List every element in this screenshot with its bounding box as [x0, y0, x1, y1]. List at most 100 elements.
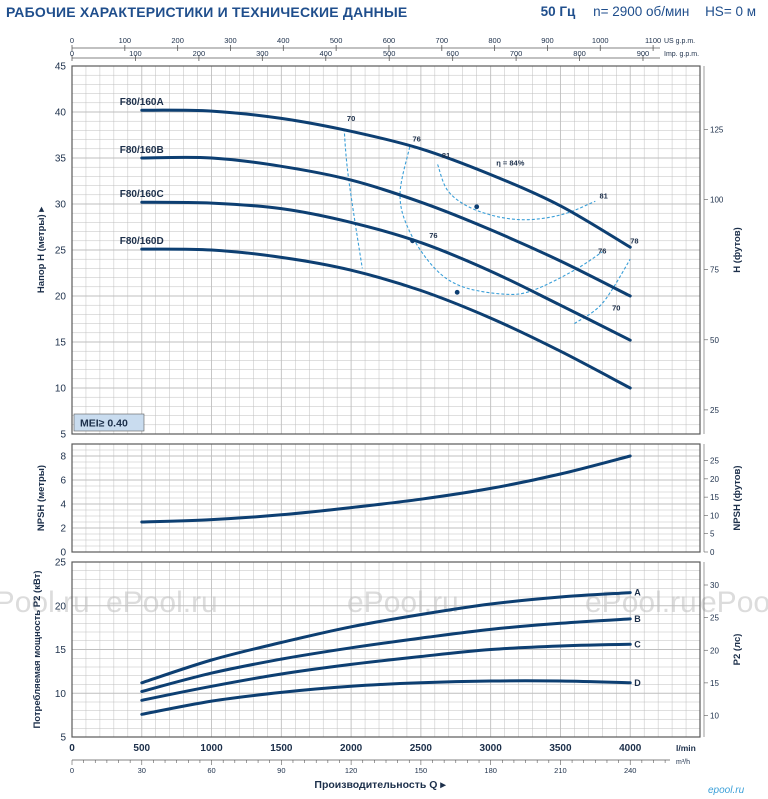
head-y2-axis-title: H (футов) — [732, 227, 743, 273]
imp-gpm-tick-label: 500 — [383, 49, 396, 58]
power-y-tick-label: 20 — [55, 601, 67, 612]
us-gpm-tick-label: 900 — [541, 36, 554, 45]
speed-label: n= 2900 об/мин — [593, 4, 690, 19]
efficiency-label: 81 — [600, 191, 608, 200]
us-gpm-tick-label: 1000 — [592, 36, 609, 45]
q-m3h-tick-label: 90 — [277, 766, 285, 775]
npsh-y2-tick-label: 10 — [710, 511, 719, 520]
q-m3h-tick-label: 150 — [415, 766, 428, 775]
npsh-curve-npsh — [140, 454, 632, 524]
npsh-y-tick-label: 6 — [60, 476, 66, 487]
mei-badge — [73, 413, 145, 432]
q-lmin-tick-label: 1500 — [270, 743, 293, 754]
head-y2-tick-label: 75 — [710, 266, 719, 275]
us-gpm-tick-label: 600 — [383, 36, 396, 45]
head-y2-tick-label: 100 — [710, 196, 724, 205]
head-y-axis-title: Напор H (метры) ▸ — [36, 206, 47, 293]
head-y-tick-label: 45 — [55, 62, 67, 73]
head-y-tick-label: 40 — [55, 108, 67, 119]
watermark-text: ePool.ru — [700, 586, 768, 619]
npsh-y2-tick-label: 0 — [710, 548, 715, 557]
power-y2-tick-label: 30 — [710, 581, 719, 590]
imp-gpm-tick-label: 800 — [573, 49, 586, 58]
suction-label: HS= 0 м — [705, 4, 756, 19]
efficiency-label: η = 84% — [496, 158, 524, 167]
q-lmin-tick-label: 0 — [69, 743, 75, 754]
efficiency-label: 76 — [598, 247, 606, 256]
footer-logo: epool.ru — [708, 785, 745, 796]
efficiency-label: 76 — [413, 134, 421, 143]
imp-gpm-tick-label: 100 — [129, 49, 142, 58]
imp-gpm-tick-label: 400 — [320, 49, 333, 58]
q-m3h-tick-label: 240 — [624, 766, 637, 775]
efficiency-label: 70 — [612, 304, 620, 313]
head-y-tick-label: 30 — [55, 200, 67, 211]
efficiency-label: 70 — [347, 114, 355, 123]
head-y-tick-label: 15 — [55, 338, 67, 349]
x-axis-title: Производительность Q ▸ — [314, 779, 446, 791]
npsh-y2-tick-label: 15 — [710, 493, 719, 502]
efficiency-line-81 — [437, 164, 596, 221]
npsh-y-axis-title: NPSH (метры) — [36, 465, 47, 531]
q-lmin-tick-label: 3500 — [549, 743, 572, 754]
power-y-tick-label: 10 — [55, 689, 67, 700]
efficiency-line-70 — [343, 128, 363, 269]
npsh-y-tick-label: 0 — [60, 548, 66, 559]
npsh-y-tick-label: 4 — [60, 500, 66, 511]
power-y-axis-title: Потребляемая мощность P2 (кВт) — [32, 570, 43, 728]
watermark-text: ePool.ru — [347, 586, 459, 619]
us-gpm-tick-label: 500 — [330, 36, 343, 45]
head-curve-f80-160b — [140, 155, 632, 298]
us-gpm-tick-label: 200 — [171, 36, 184, 45]
q-m3h-tick-label: 120 — [345, 766, 358, 775]
q-lmin-tick-label: 2500 — [410, 743, 433, 754]
power-y2-tick-label: 25 — [710, 614, 719, 623]
head-curve-f80-160d — [140, 247, 632, 390]
power-series-label: A — [634, 588, 641, 598]
power-y2-tick-label: 10 — [710, 712, 719, 721]
head-y-tick-label: 20 — [55, 292, 67, 303]
efficiency-label: 81 — [442, 151, 450, 160]
head-y-tick-label: 25 — [55, 246, 67, 257]
npsh-panel-frame — [71, 443, 701, 553]
npsh-y2-tick-label: 5 — [710, 530, 715, 539]
head-y-tick-label: 5 — [60, 430, 66, 441]
us-gpm-tick-label: 800 — [488, 36, 501, 45]
power-curve-a — [140, 591, 632, 685]
frame-layer — [71, 65, 701, 738]
q-lmin-unit: l/min — [676, 743, 696, 753]
power-curve-d — [140, 679, 632, 716]
q-lmin-tick-label: 500 — [133, 743, 150, 754]
imp-gpm-unit: Imp. g.p.m. — [664, 51, 699, 58]
watermark-text: ePool.ru — [585, 586, 697, 619]
frequency-label: 50 Гц — [540, 4, 576, 19]
npsh-y2-tick-label: 25 — [710, 457, 719, 466]
power-curve-c — [140, 642, 632, 702]
q-m3h-unit: m³/h — [676, 759, 690, 766]
power-y-tick-label: 25 — [55, 558, 67, 569]
head-y2-tick-label: 125 — [710, 125, 724, 134]
npsh-y-tick-label: 8 — [60, 452, 66, 463]
head-series-label: F80/160D — [120, 236, 164, 247]
power-series-label: B — [634, 614, 641, 624]
head-y2-tick-label: 25 — [710, 406, 719, 415]
power-y-tick-label: 15 — [55, 645, 67, 656]
power-panel-frame — [71, 561, 701, 738]
power-series-label: D — [634, 678, 641, 688]
head-series-label: F80/160C — [120, 189, 164, 200]
power-curve-b — [140, 617, 632, 693]
head-series-label: F80/160A — [120, 97, 164, 108]
efficiency-line-76 — [399, 146, 603, 295]
us-gpm-tick-label: 0 — [70, 36, 74, 45]
q-m3h-tick-label: 180 — [484, 766, 497, 775]
q-lmin-tick-label: 2000 — [340, 743, 363, 754]
imp-gpm-tick-label: 700 — [510, 49, 523, 58]
imp-gpm-tick-label: 900 — [637, 49, 650, 58]
head-y-tick-label: 35 — [55, 154, 67, 165]
npsh-y2-tick-label: 20 — [710, 475, 719, 484]
power-y-tick-label: 5 — [60, 733, 66, 744]
us-gpm-tick-label: 100 — [119, 36, 132, 45]
power-y2-axis-title: P2 (лс) — [732, 634, 743, 666]
